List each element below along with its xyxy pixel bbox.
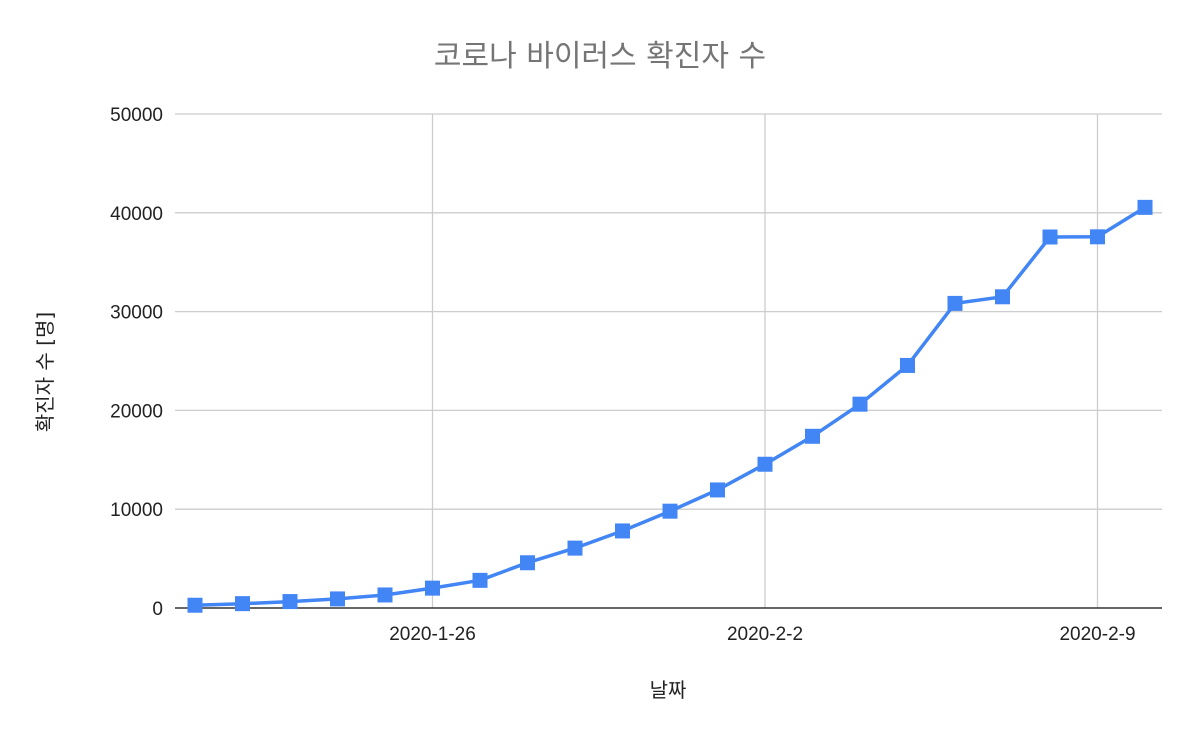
y-tick-label: 0 [152,599,163,620]
y-tick-label: 20000 [110,401,163,422]
data-point-marker [900,357,915,373]
data-point-marker [615,523,630,539]
data-point-marker [282,594,298,610]
data-point-marker [472,572,488,588]
x-tick-label: 2020-2-2 [727,624,803,645]
data-point-marker [187,597,203,613]
series [187,199,1153,613]
data-point-marker [852,396,868,412]
chart-title: 코로나 바이러스 확진자 수 [434,39,766,74]
data-point-marker [520,555,535,571]
data-point-marker [567,540,583,556]
tick-labels: 0 10000 20000 30000 40000 50000 2020-1-26 2020-… [110,105,1135,645]
grid [175,113,1162,608]
y-tick-label: 50000 [110,105,163,126]
data-point-marker [995,289,1010,305]
data-point-marker [1042,229,1058,245]
data-point-marker [1137,199,1153,215]
data-point-marker [377,587,393,603]
x-tick-label: 2020-1-26 [389,624,476,645]
y-tick-label: 30000 [110,303,163,324]
y-axis-label: 확진자 수 [명] [33,312,57,432]
x-tick-label: 2020-2-9 [1059,624,1135,645]
y-tick-label: 10000 [110,500,163,521]
data-point-marker [235,596,250,612]
x-axis-label: 날짜 [650,678,687,702]
data-point-marker [330,591,345,607]
data-point-marker [947,295,963,311]
y-tick-label: 40000 [110,204,163,225]
data-point-marker [425,580,440,596]
data-point-marker [662,503,678,519]
data-point-marker [710,482,725,498]
data-point-marker [805,428,820,444]
data-point-marker [1090,229,1105,245]
data-point-marker [757,456,773,472]
series-line [193,205,1147,607]
